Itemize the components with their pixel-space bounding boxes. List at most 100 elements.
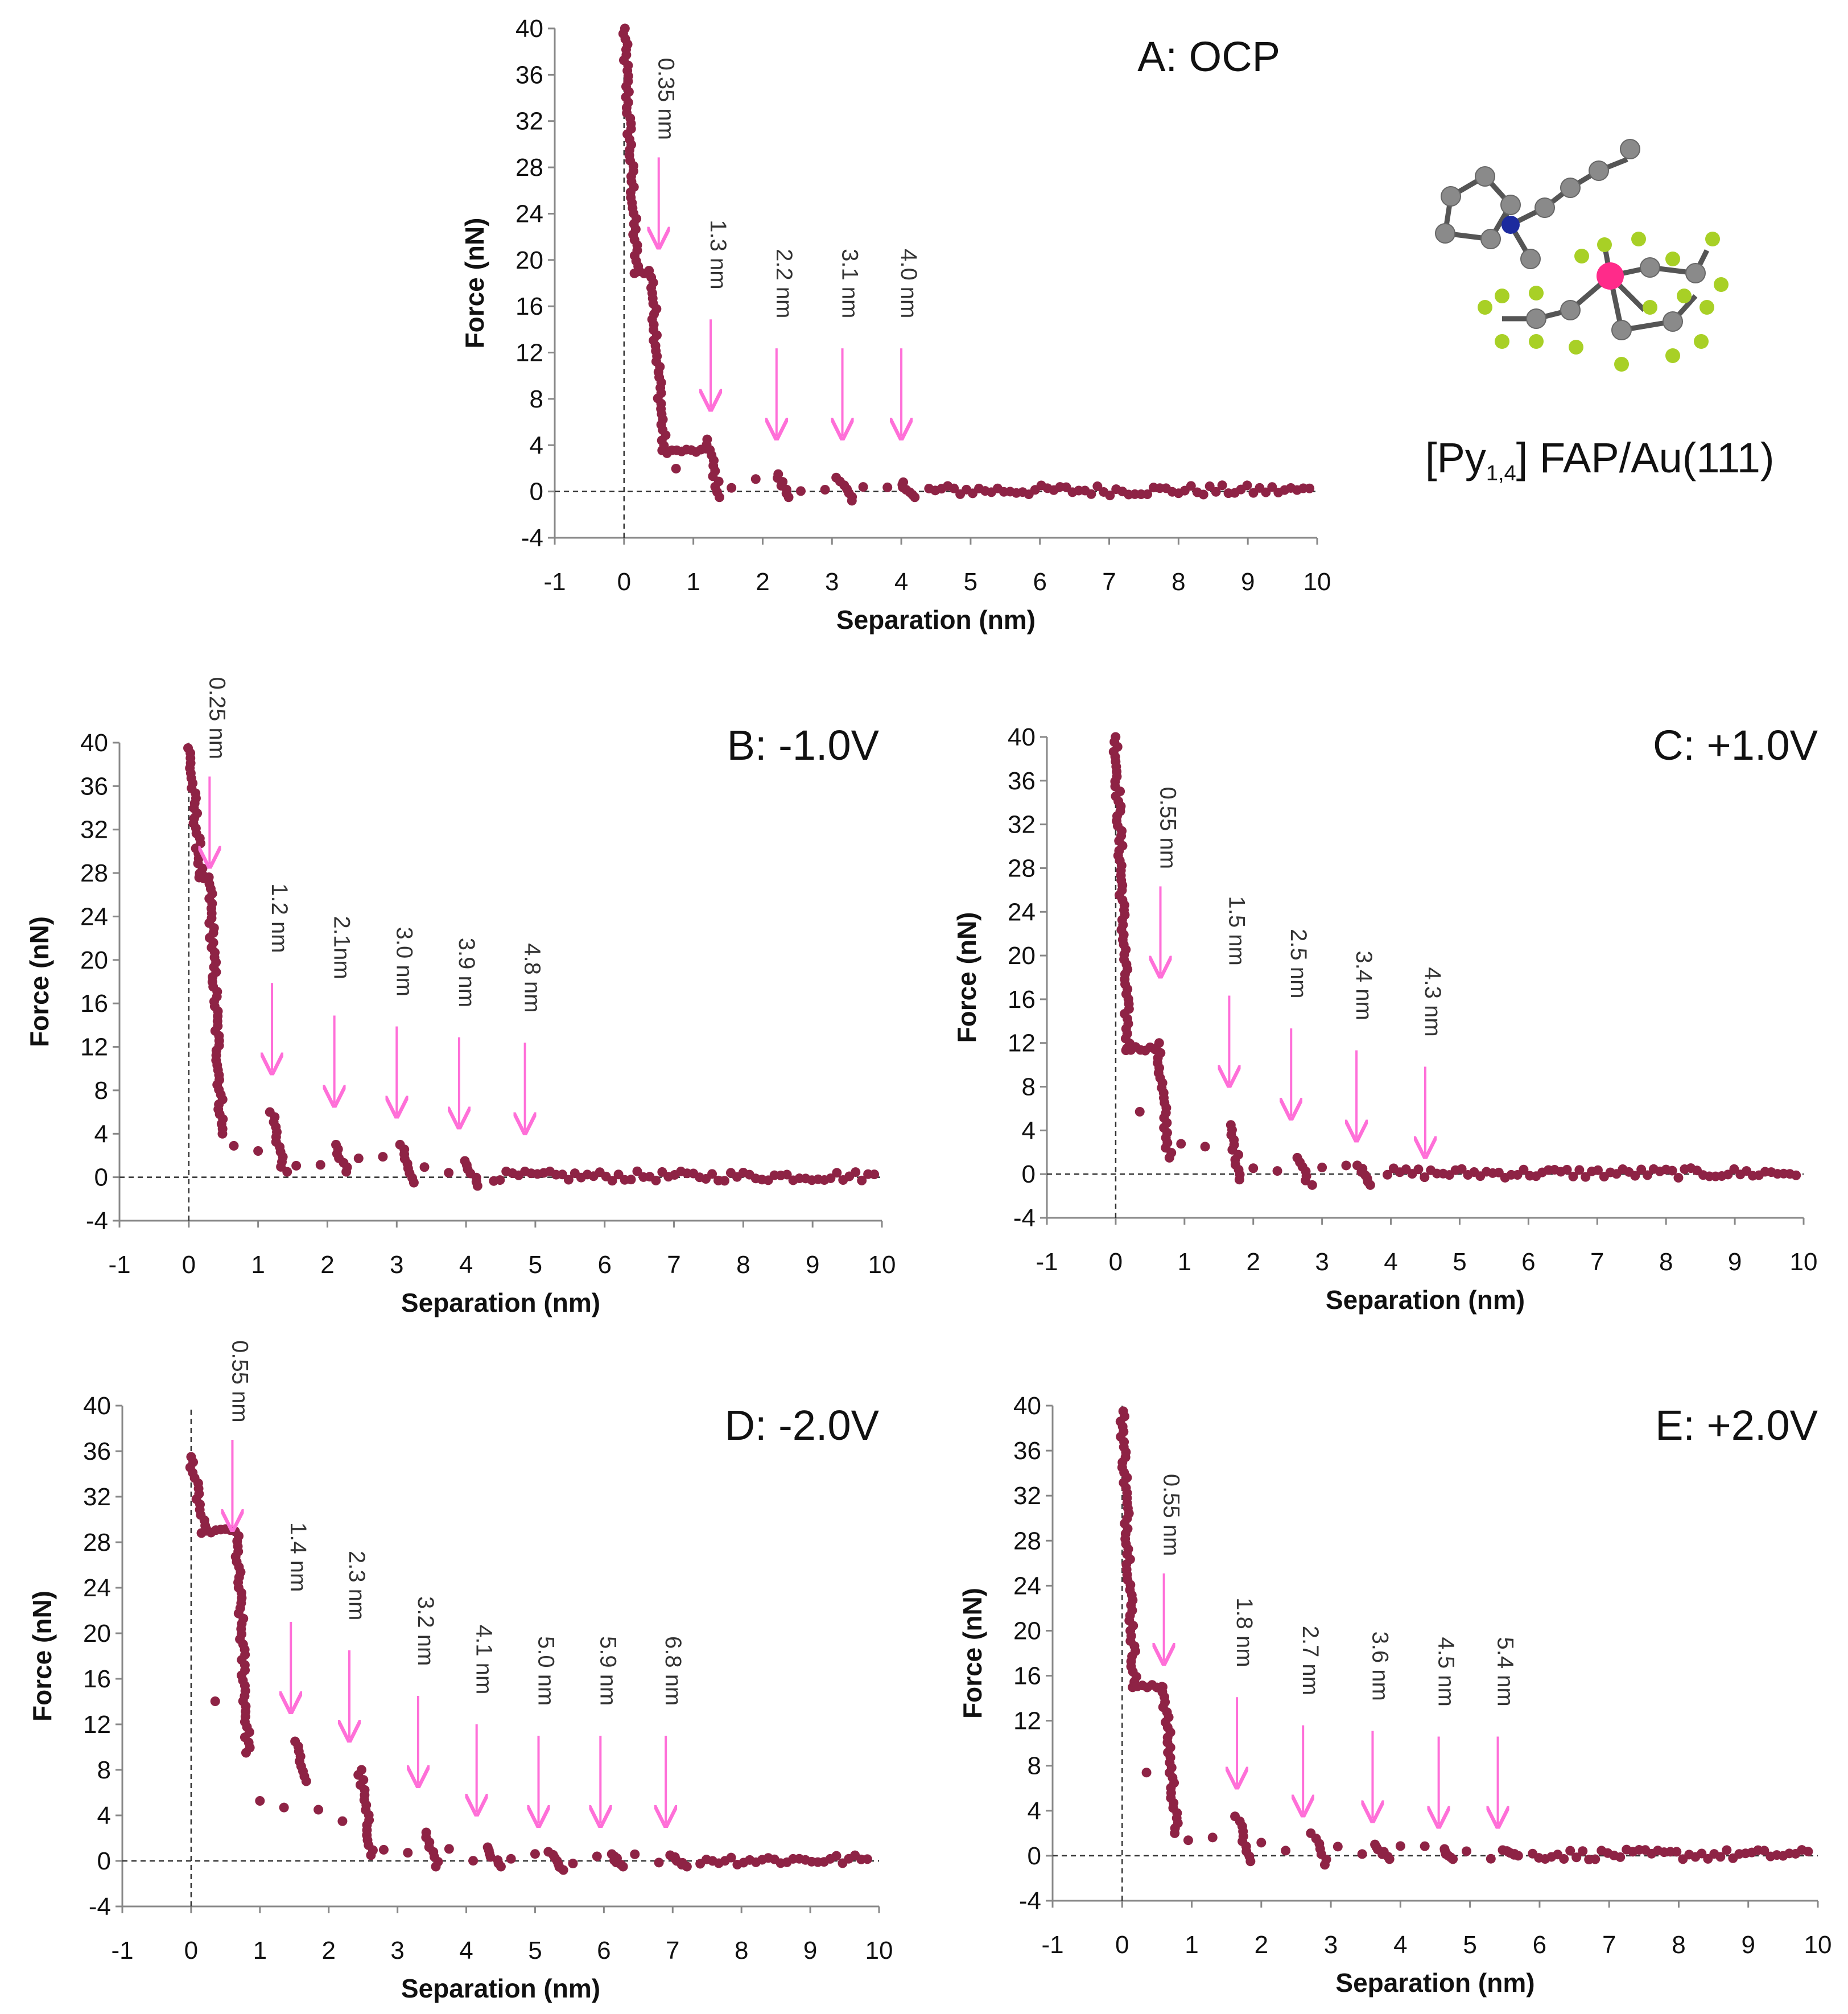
x-tick-label: 6 <box>597 1937 610 1964</box>
y-tick-label: 36 <box>80 772 108 800</box>
y-tick-label: 32 <box>80 816 108 844</box>
y-tick-label: 4 <box>530 431 543 459</box>
data-point <box>795 486 806 496</box>
panel-title: C: +1.0V <box>1653 722 1818 769</box>
data-point <box>409 1177 419 1188</box>
x-tick-label: 4 <box>459 1937 473 1964</box>
x-tick-label: 10 <box>868 1251 896 1279</box>
y-tick-label: 36 <box>83 1438 111 1465</box>
x-tick-label: 6 <box>1533 1931 1546 1959</box>
y-tick-label: 0 <box>530 478 543 506</box>
x-tick-label: 6 <box>1033 568 1046 596</box>
data-point <box>1562 1164 1572 1175</box>
data-point <box>707 1169 717 1179</box>
data-point <box>253 1146 263 1156</box>
x-tick-label: 5 <box>528 1937 542 1964</box>
y-tick-label: 0 <box>94 1164 108 1192</box>
step-label: 1.4 nm <box>286 1522 311 1592</box>
y-tick-label: 4 <box>1022 1117 1036 1144</box>
data-point <box>1234 1175 1244 1185</box>
y-tick-label: 24 <box>83 1574 111 1602</box>
data-point <box>568 1859 578 1869</box>
data-point <box>468 1856 478 1866</box>
step-label: 3.4 nm <box>1351 951 1376 1020</box>
x-tick-label: 8 <box>1659 1248 1673 1276</box>
y-tick-label: 16 <box>515 293 543 320</box>
y-tick-label: 40 <box>83 1392 111 1420</box>
data-point <box>506 1854 516 1864</box>
y-tick-label: 32 <box>1013 1482 1041 1510</box>
compound-label-prefix: [Py <box>1425 434 1486 481</box>
data-point <box>626 1175 636 1185</box>
x-tick-label: 7 <box>1602 1931 1616 1959</box>
y-tick-label: -4 <box>86 1207 108 1235</box>
step-label: 0.55 nm <box>1159 1474 1184 1556</box>
x-tick-label: 7 <box>1590 1248 1604 1276</box>
step-label: 0.55 nm <box>227 1340 252 1423</box>
y-axis-title: Force (nN) <box>27 1591 57 1721</box>
data-point <box>618 1861 628 1872</box>
y-tick-label: 32 <box>515 108 543 135</box>
y-tick-label: 8 <box>530 385 543 413</box>
data-point <box>1204 481 1215 492</box>
data-point <box>1395 1841 1405 1851</box>
data-point <box>607 1176 617 1186</box>
x-tick-label: 8 <box>736 1251 750 1279</box>
y-tick-label: 28 <box>83 1529 111 1556</box>
data-series <box>183 743 880 1191</box>
data-series <box>618 23 1315 506</box>
y-tick-label: 32 <box>1008 811 1036 839</box>
data-point <box>1176 1139 1186 1149</box>
step-label: 4.5 nm <box>1434 1637 1459 1706</box>
panel-title: E: +2.0V <box>1655 1402 1818 1449</box>
data-point <box>1420 1172 1430 1183</box>
data-point <box>820 484 830 495</box>
x-tick-label: 5 <box>529 1251 542 1279</box>
y-tick-label: 16 <box>83 1665 111 1693</box>
x-tick-label: 3 <box>390 1937 404 1964</box>
y-tick-label: 16 <box>1013 1662 1041 1690</box>
step-label: 5.9 nm <box>595 1636 620 1706</box>
data-point <box>1722 1845 1732 1855</box>
data-point <box>1245 1856 1256 1867</box>
x-tick-label: 0 <box>184 1937 198 1964</box>
data-point <box>1630 1171 1640 1181</box>
data-point <box>882 482 893 492</box>
data-point <box>1183 1835 1193 1846</box>
step-label: 2.2 nm <box>772 249 797 318</box>
data-point <box>949 483 959 493</box>
x-tick-label: 0 <box>617 568 631 596</box>
data-point <box>1272 1166 1282 1176</box>
x-tick-label: 2 <box>1246 1248 1260 1276</box>
y-tick-label: 28 <box>1013 1527 1041 1555</box>
step-label: 6.8 nm <box>661 1636 686 1706</box>
data-point <box>1578 1846 1588 1856</box>
y-tick-label: 12 <box>80 1033 108 1061</box>
data-series <box>1108 732 1801 1190</box>
data-point <box>1574 1165 1585 1175</box>
data-point <box>654 1858 664 1868</box>
data-point <box>1086 489 1096 499</box>
x-tick-label: 3 <box>390 1251 403 1279</box>
data-point <box>210 1696 220 1707</box>
data-point <box>291 1160 302 1171</box>
data-point <box>255 1795 265 1806</box>
data-point <box>1211 487 1221 497</box>
y-tick-label: -4 <box>1019 1887 1041 1915</box>
x-tick-label: 1 <box>253 1937 267 1964</box>
data-point <box>1365 1180 1375 1190</box>
data-point <box>1565 1846 1575 1856</box>
data-point <box>1105 491 1115 501</box>
panel-title: B: -1.0V <box>727 722 880 769</box>
x-tick-label: 2 <box>756 568 769 596</box>
data-point <box>714 492 724 503</box>
y-tick-label: 12 <box>1008 1029 1036 1057</box>
data-point <box>1568 1171 1578 1181</box>
step-label: 0.25 nm <box>204 677 229 760</box>
data-point <box>1200 1142 1210 1152</box>
x-tick-label: 6 <box>1521 1248 1535 1276</box>
data-point <box>592 1851 602 1861</box>
